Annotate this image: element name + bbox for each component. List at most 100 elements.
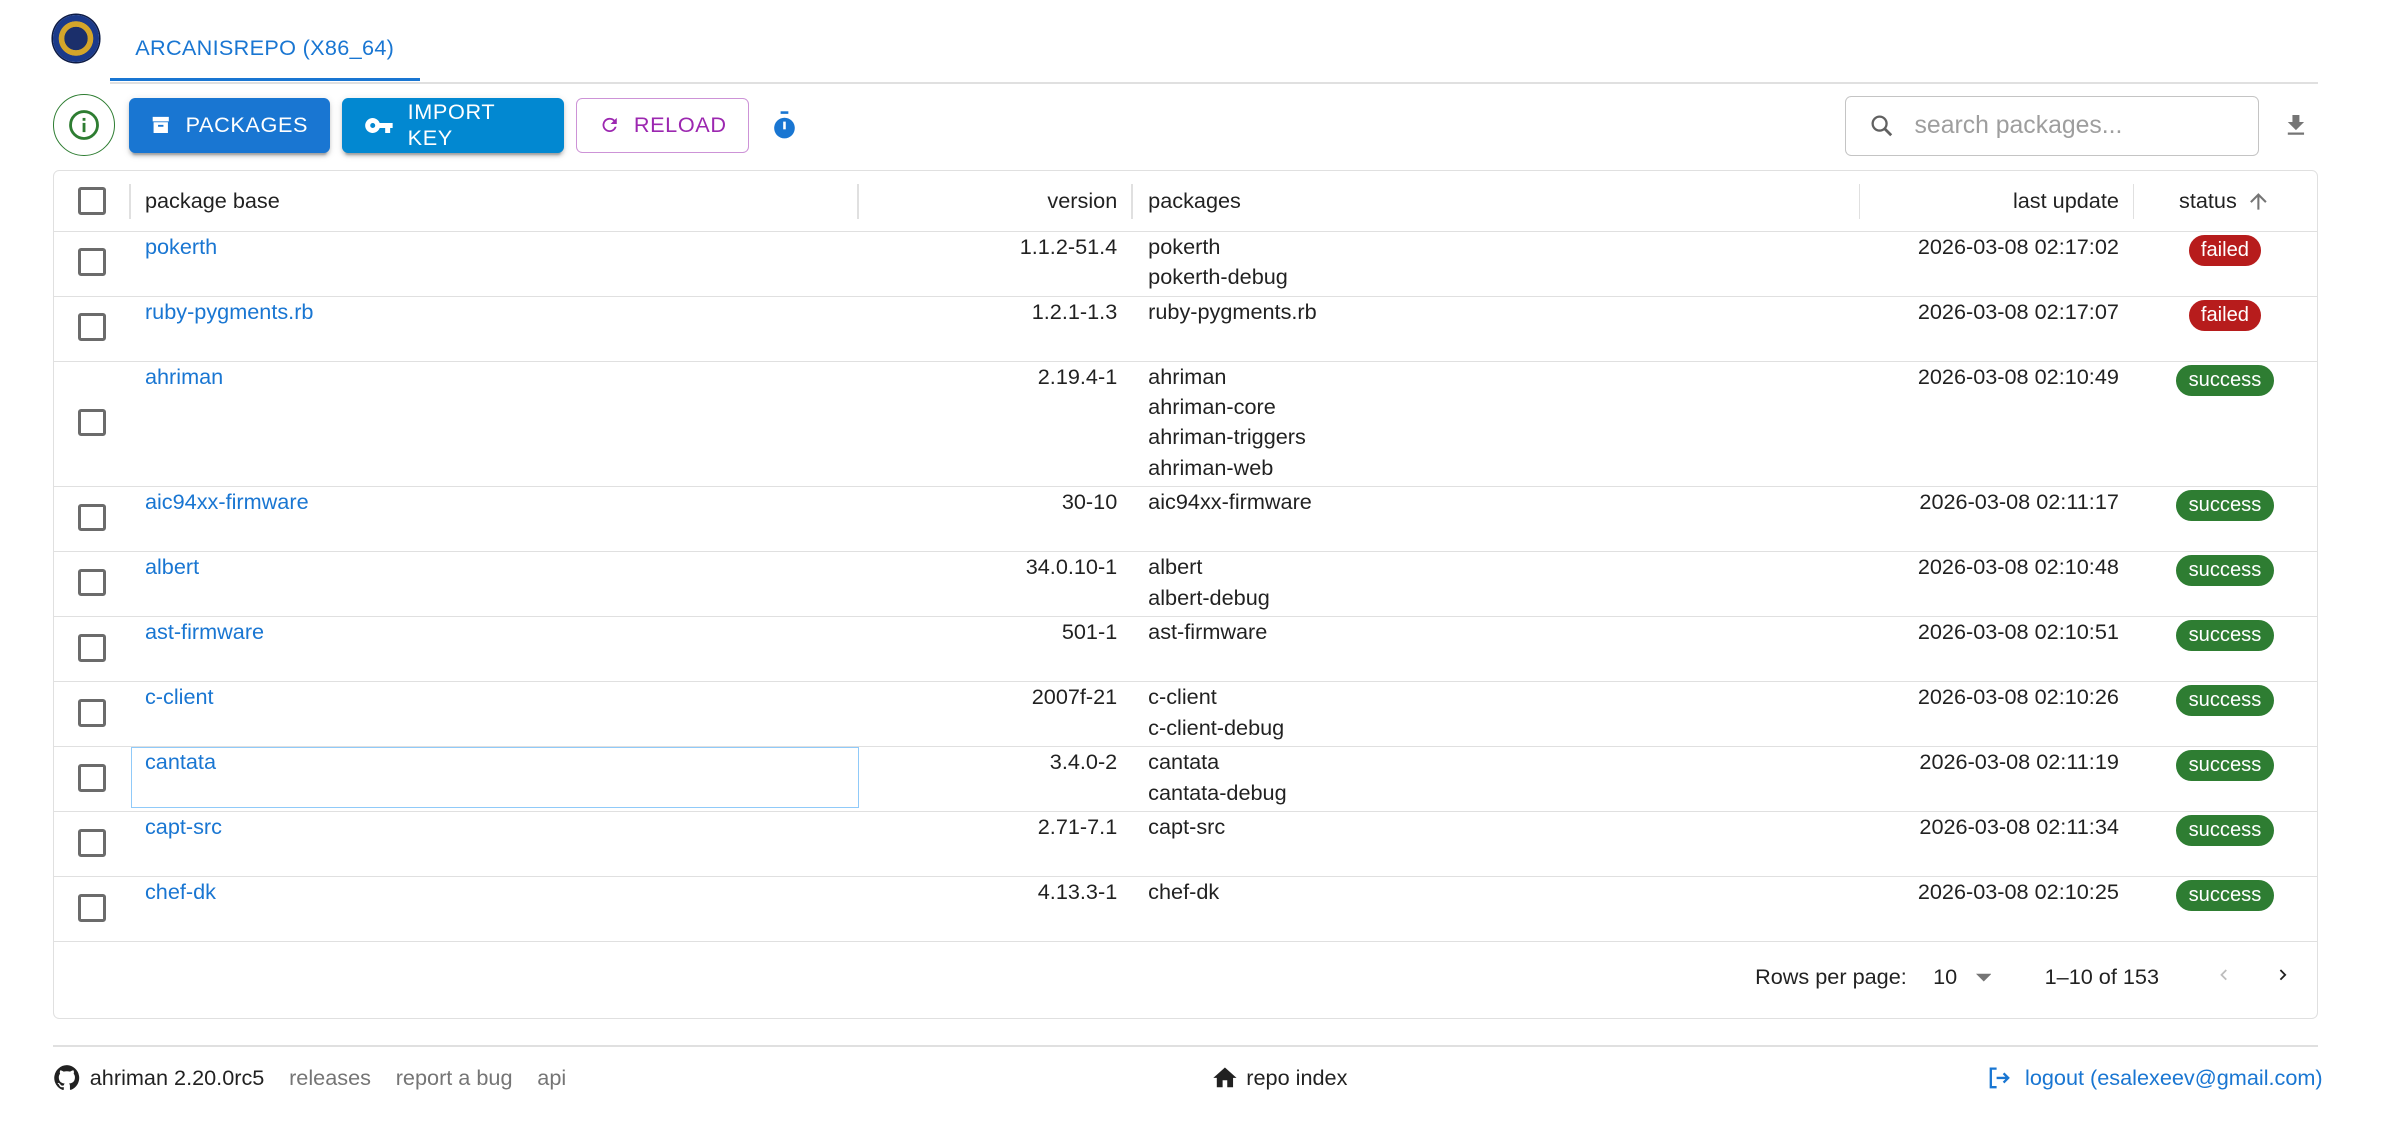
packages-cell: aic94xx-firmware xyxy=(1133,487,1861,548)
row-checkbox[interactable] xyxy=(78,893,107,922)
last-update-cell: 2026-03-08 02:10:26 xyxy=(1917,684,2119,710)
package-name: c-client-debug xyxy=(1148,714,1285,740)
download-icon xyxy=(2287,114,2305,135)
table-row[interactable]: c-client 2007f-21 c-client c-client-debug 20… xyxy=(53,682,2317,748)
version-cell: 30-10 xyxy=(1061,489,1118,515)
table-row[interactable]: chef-dk 4.13.3-1 chef-dk 2026-03-08 02:10:2… xyxy=(53,877,2317,943)
repo-index-link[interactable]: repo index xyxy=(1211,1062,1347,1093)
last-update-cell: 2026-03-08 02:11:19 xyxy=(1919,749,2119,775)
last-update-cell: 2026-03-08 02:10:48 xyxy=(1917,554,2119,580)
column-header-package-base[interactable]: package base xyxy=(144,187,280,213)
package-name: ahriman-triggers xyxy=(1148,424,1306,450)
last-update-cell: 2026-03-08 02:11:34 xyxy=(1919,814,2119,840)
logout-link[interactable]: logout (esalexeev@gmail.com) xyxy=(1985,1062,2323,1093)
version-cell: 3.4.0-2 xyxy=(1049,749,1118,775)
version-cell: 4.13.3-1 xyxy=(1037,879,1118,905)
version-cell: 34.0.10-1 xyxy=(1025,554,1118,580)
last-update-cell: 2026-03-08 02:11:17 xyxy=(1919,489,2119,515)
package-name: pokerth-debug xyxy=(1148,264,1288,290)
row-checkbox[interactable] xyxy=(78,408,107,437)
row-checkbox[interactable] xyxy=(78,313,107,341)
package-base-link[interactable]: chef-dk xyxy=(144,879,216,905)
column-header-last-update[interactable]: last update xyxy=(2012,187,2119,213)
package-base-link[interactable]: aic94xx-firmware xyxy=(144,489,309,515)
packages-label: PACKAGES xyxy=(185,112,309,138)
package-base-link[interactable]: c-client xyxy=(144,684,214,710)
column-header-status[interactable]: status xyxy=(2134,188,2315,214)
table-row[interactable]: aic94xx-firmware 30-10 aic94xx-firmware 202… xyxy=(53,487,2317,553)
package-base-link[interactable]: albert xyxy=(144,554,200,580)
table-row[interactable]: capt-src 2.71-7.1 capt-src 2026-03-08 02:11… xyxy=(53,812,2317,878)
version-label: ahriman 2.20.0rc5 xyxy=(89,1064,265,1090)
api-link[interactable]: api xyxy=(537,1064,567,1090)
package-base-link[interactable]: ast-firmware xyxy=(144,619,265,645)
row-checkbox[interactable] xyxy=(78,503,107,532)
auto-refresh-timer-button[interactable] xyxy=(769,110,800,147)
row-checkbox[interactable] xyxy=(78,248,107,276)
version-cell: 1.1.2-51.4 xyxy=(1019,233,1118,259)
row-checkbox[interactable] xyxy=(78,633,107,662)
status-badge: success xyxy=(2176,555,2274,587)
table-row[interactable]: pokerth 1.1.2-51.4 pokerth pokerth-debug 202… xyxy=(53,232,2317,297)
table-row[interactable]: albert 34.0.10-1 albert albert-debug 2026-03… xyxy=(53,552,2317,618)
search-field[interactable] xyxy=(1845,95,2259,157)
report-bug-link[interactable]: report a bug xyxy=(395,1064,513,1090)
row-checkbox[interactable] xyxy=(78,698,107,727)
caret-down-icon xyxy=(1975,973,1992,982)
info-icon xyxy=(68,110,99,141)
pagination: Rows per page: 10 1–10 of 153 xyxy=(54,937,2317,1018)
version-cell: 2.71-7.1 xyxy=(1037,814,1118,840)
rows-per-page-select[interactable]: 10 xyxy=(1933,964,1992,990)
package-name: cantata xyxy=(1148,749,1220,775)
packages-cell: albert albert-debug xyxy=(1133,552,1861,613)
package-base-link[interactable]: ruby-pygments.rb xyxy=(144,298,314,324)
version-cell: 501-1 xyxy=(1061,619,1118,645)
column-header-version[interactable]: version xyxy=(1047,187,1118,213)
archive-icon xyxy=(152,117,169,134)
last-update-cell: 2026-03-08 02:10:49 xyxy=(1917,363,2119,389)
row-checkbox[interactable] xyxy=(78,568,107,597)
package-base-link[interactable]: ahriman xyxy=(144,363,224,389)
package-base-link[interactable]: capt-src xyxy=(144,814,222,840)
download-button[interactable] xyxy=(2282,110,2310,147)
package-name: chef-dk xyxy=(1148,879,1220,905)
sort-arrow-up-icon[interactable] xyxy=(2246,189,2271,214)
row-checkbox[interactable] xyxy=(78,763,107,792)
previous-page-button[interactable] xyxy=(2213,964,2235,992)
page-range: 1–10 of 153 xyxy=(2044,964,2160,990)
packages-cell: c-client c-client-debug xyxy=(1133,682,1861,743)
table-row[interactable]: ruby-pygments.rb 1.2.1-1.3 ruby-pygments.r… xyxy=(53,297,2317,362)
reload-button[interactable]: RELOAD xyxy=(575,97,750,154)
package-base-link[interactable]: pokerth xyxy=(144,233,218,259)
status-badge: success xyxy=(2176,490,2274,522)
table-row[interactable]: ahriman 2.19.4-1 ahriman ahriman-core ahrima… xyxy=(53,362,2317,488)
packages-cell: ahriman ahriman-core ahriman-triggers ahrim… xyxy=(1133,362,1861,483)
status-badge: success xyxy=(2176,364,2274,396)
status-badge: success xyxy=(2176,685,2274,717)
search-input[interactable] xyxy=(1911,110,2243,142)
last-update-cell: 2026-03-08 02:17:02 xyxy=(1917,233,2119,259)
rows-per-page-value: 10 xyxy=(1933,964,1958,990)
packages-button[interactable]: PACKAGES xyxy=(128,97,330,154)
import-key-button[interactable]: IMPORT KEY xyxy=(342,97,564,154)
home-icon xyxy=(1213,1067,1237,1087)
releases-link[interactable]: releases xyxy=(289,1064,371,1090)
tab-arcanisrepo[interactable]: ARCANISREPO (X86_64) xyxy=(109,19,420,81)
github-link[interactable]: ahriman 2.20.0rc5 xyxy=(53,1064,265,1092)
next-page-button[interactable] xyxy=(2272,964,2294,992)
status-badge: success xyxy=(2176,750,2274,782)
column-header-packages[interactable]: packages xyxy=(1148,187,1241,213)
status-badge: success xyxy=(2176,880,2274,912)
status-badge: success xyxy=(2176,815,2274,847)
info-button[interactable] xyxy=(52,94,115,157)
table-row[interactable]: ast-firmware 501-1 ast-firmware 2026-03-08 … xyxy=(53,617,2317,683)
logout-icon xyxy=(1989,1067,2010,1088)
table-row[interactable]: cantata 3.4.0-2 cantata cantata-debug 2026-0… xyxy=(53,747,2317,813)
logout-label: logout (esalexeev@gmail.com) xyxy=(2025,1064,2323,1090)
packages-table: package base version packages last updat… xyxy=(52,170,2318,1019)
row-checkbox[interactable] xyxy=(78,828,107,857)
package-base-link[interactable]: cantata xyxy=(144,749,216,775)
select-all-checkbox[interactable] xyxy=(78,187,107,215)
status-badge: success xyxy=(2176,620,2274,652)
app-logo xyxy=(52,15,100,62)
